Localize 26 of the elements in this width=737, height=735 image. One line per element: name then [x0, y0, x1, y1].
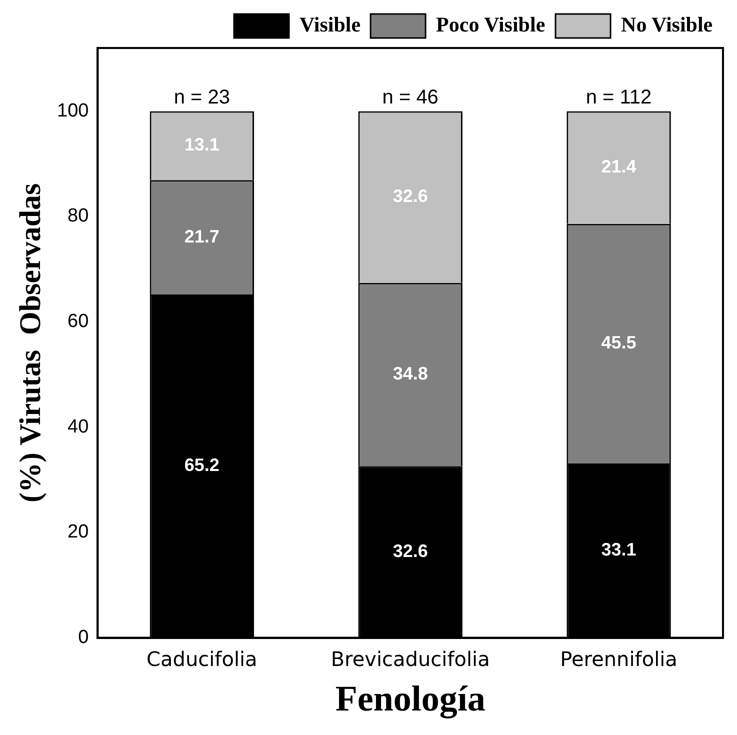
data-label: 21.7 — [184, 226, 220, 246]
data-label: 13.1 — [184, 134, 220, 155]
y-tick-label: 60 — [68, 311, 89, 332]
data-label: 32.6 — [392, 186, 428, 206]
annotation: n = 112 — [586, 86, 652, 109]
data-label: 32.6 — [392, 540, 428, 561]
legend-label: No Visible — [621, 12, 713, 36]
y-tick-label: 80 — [68, 206, 89, 227]
annotation: n = 46 — [382, 86, 438, 109]
x-axis-title: Fenología — [335, 678, 486, 719]
y-tick-label: 40 — [68, 416, 89, 438]
y-axis-title: (%) Virutas Observadas — [14, 183, 47, 502]
y-tick-label: 0 — [78, 627, 89, 648]
y-tick-label: 20 — [68, 522, 89, 543]
data-label: 33.1 — [601, 540, 636, 560]
data-label: 65.2 — [184, 455, 220, 476]
x-tick-label: Perennifolia — [560, 647, 678, 672]
y-tick-label: 100 — [57, 100, 89, 122]
data-label: 34.8 — [392, 363, 428, 384]
legend-label: Visible — [300, 12, 361, 36]
legend-label: Poco Visible — [436, 12, 546, 36]
annotation: n = 23 — [174, 86, 230, 109]
data-label: 21.4 — [601, 156, 636, 177]
x-tick-label: Caducifolia — [146, 647, 258, 672]
data-label: 45.5 — [601, 332, 636, 353]
x-tick-label: Brevicaducifolia — [330, 647, 490, 672]
